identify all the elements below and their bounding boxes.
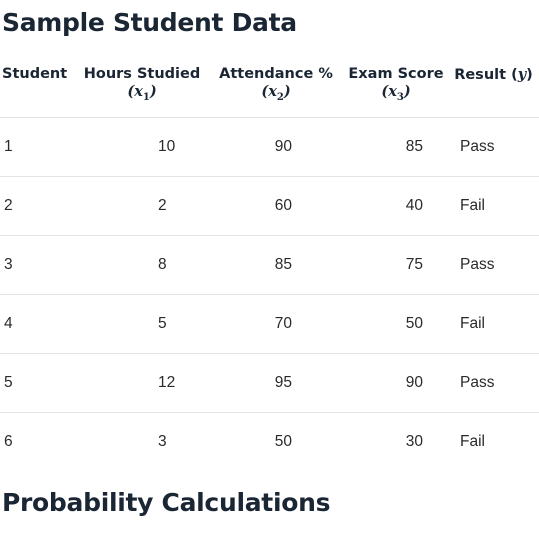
- cell-student: 4: [0, 294, 76, 354]
- column-header-attendance-variable: (x2): [261, 83, 291, 103]
- column-header-exam: Exam Score (x3): [344, 64, 448, 118]
- section-title-sample-data: Sample Student Data: [2, 8, 297, 37]
- table-row: 1 10 90 85 Pass: [0, 117, 539, 177]
- cell-attendance: 60: [208, 176, 344, 236]
- cell-result: Pass: [448, 117, 539, 177]
- column-header-exam-label: Exam Score: [348, 66, 444, 82]
- table-row: 4 5 70 50 Fail: [0, 294, 539, 354]
- cell-student: 2: [0, 176, 76, 236]
- column-header-hours-variable: (x1): [127, 83, 157, 103]
- column-header-attendance: Attendance % (x2): [208, 64, 344, 118]
- column-header-result-label: Result: [454, 67, 507, 83]
- table-row: 5 12 95 90 Pass: [0, 353, 539, 413]
- cell-attendance: 50: [274, 433, 292, 450]
- cell-hours: 2: [76, 176, 208, 236]
- column-header-hours-label: Hours Studied: [83, 66, 201, 82]
- cell-attendance: 70: [208, 294, 344, 354]
- cell-result: Pass: [448, 353, 539, 413]
- section-title-probability-calculations: Probability Calculations: [2, 488, 331, 517]
- cell-hours: 5: [76, 294, 208, 354]
- cell-result: Pass: [448, 235, 539, 295]
- column-header-result-variable: y: [517, 66, 527, 83]
- cell-student: 1: [0, 117, 76, 177]
- column-header-result: Result (y): [448, 64, 539, 118]
- cell-exam: 50: [344, 294, 448, 354]
- student-data-table: Student Hours Studied (x1) Attendance % …: [0, 64, 539, 471]
- table-row: 3 8 85 75 Pass: [0, 235, 539, 295]
- cell-student: 6: [4, 433, 13, 450]
- cell-exam: 40: [344, 176, 448, 236]
- cell-result: Fail: [448, 294, 539, 354]
- table-row: 2 2 60 40 Fail: [0, 176, 539, 236]
- cell-attendance: 90: [208, 117, 344, 177]
- cell-hours: 10: [76, 117, 208, 177]
- cell-exam: 90: [344, 353, 448, 413]
- cell-hours: 3: [158, 433, 167, 450]
- column-header-exam-variable: (x3): [381, 83, 411, 103]
- cell-hours: 12: [76, 353, 208, 413]
- cell-result: Fail: [460, 433, 485, 450]
- column-header-student-label: Student: [2, 66, 68, 82]
- cell-student: 3: [0, 235, 76, 295]
- cell-exam: 30: [405, 433, 423, 450]
- cell-result: Fail: [448, 176, 539, 236]
- column-header-student: Student: [0, 64, 76, 118]
- column-header-hours: Hours Studied (x1): [76, 64, 208, 118]
- cell-attendance: 85: [208, 235, 344, 295]
- cell-student: 5: [0, 353, 76, 413]
- table-header-row: Student Hours Studied (x1) Attendance % …: [0, 64, 539, 118]
- column-header-attendance-label: Attendance %: [219, 66, 333, 82]
- cell-exam: 75: [344, 235, 448, 295]
- cell-exam: 85: [344, 117, 448, 177]
- cell-hours: 8: [76, 235, 208, 295]
- table-row: 6 3 50 30 Fail: [0, 413, 539, 472]
- cell-attendance: 95: [208, 353, 344, 413]
